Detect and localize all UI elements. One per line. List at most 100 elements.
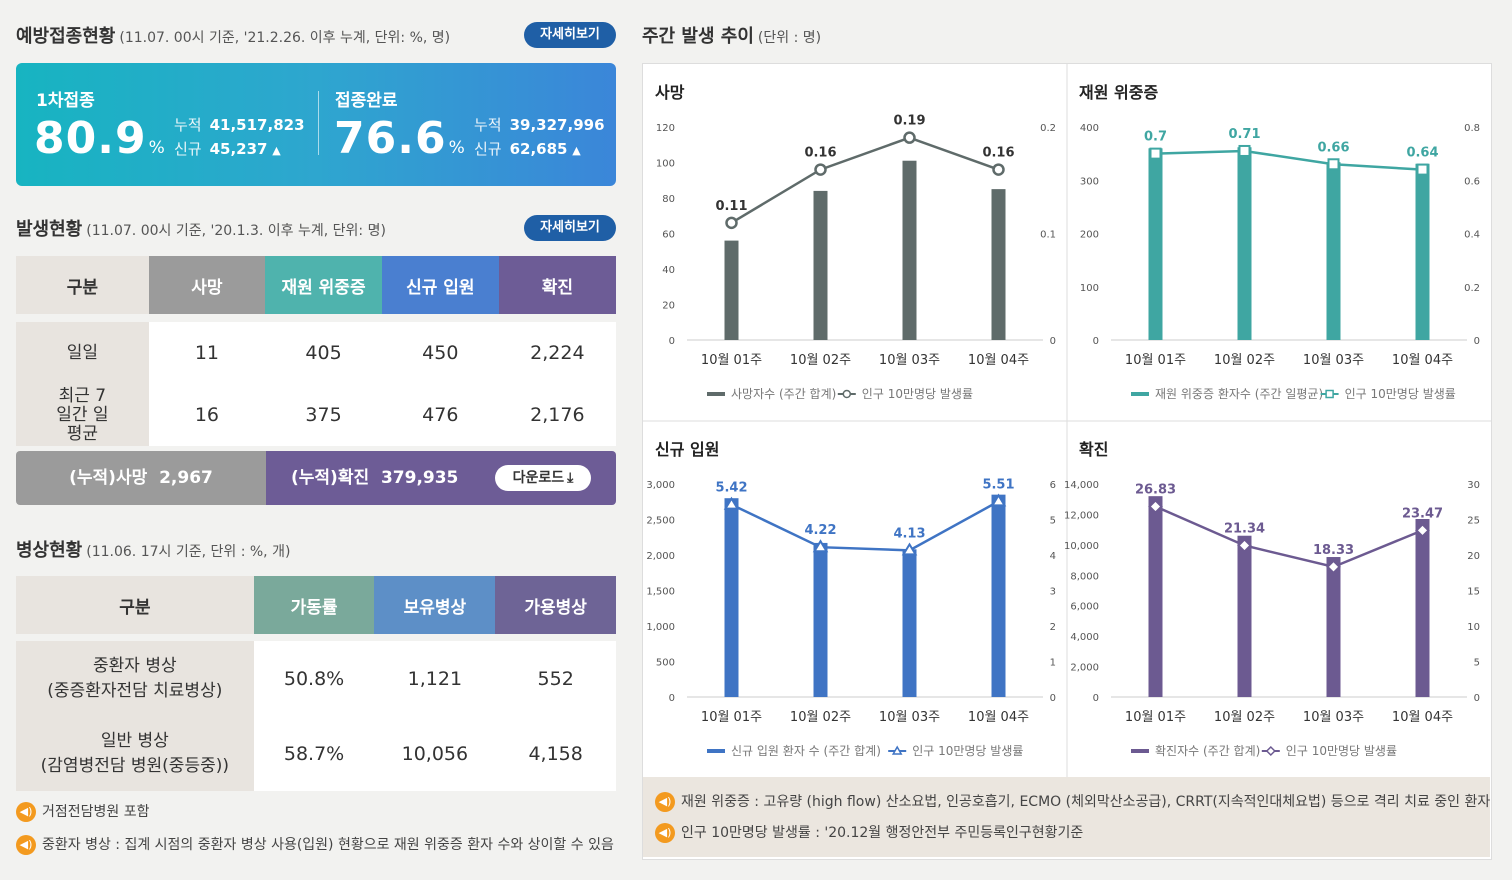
y-tick-label: 1,000	[646, 622, 675, 633]
y-tick-label: 3,000	[646, 480, 675, 491]
legend-label: 신규 입원 환자 수 (주간 합계)	[731, 744, 881, 758]
legend-bar-swatch	[1131, 392, 1149, 396]
chart-line	[1155, 149, 1423, 171]
data-label: 5.51	[982, 477, 1014, 492]
y-tick-label: 6,000	[1070, 602, 1099, 613]
chart-point	[1148, 499, 1163, 514]
chart-bar	[991, 494, 1006, 697]
y-tick-label: 0	[1093, 693, 1099, 704]
legend-label: 사망자수 (주간 합계)	[731, 387, 836, 401]
y2-tick-label: 2	[1050, 622, 1056, 633]
y2-tick-label: 0.8	[1464, 123, 1480, 134]
chart-bar	[1148, 148, 1163, 340]
y2-tick-label: 0	[1474, 336, 1480, 347]
table-cell: 1,121	[374, 641, 496, 717]
weekly-charts-panel: 사망 0 20 40 60 80 100 120 0 0.1 0.2 10월 01주 10월 02주 10…	[642, 63, 1492, 860]
chart-bar	[1148, 496, 1163, 697]
occurrence-table: 구분 사망 재원 위중증 신규 입원 확진 일일 11 405 450 2,22…	[16, 256, 616, 446]
data-label: 0.16	[982, 146, 1014, 161]
col-header-category: 구분	[16, 576, 254, 634]
y2-tick-label: 25	[1467, 516, 1480, 527]
chart-line	[730, 136, 999, 224]
chart-point	[1326, 559, 1341, 575]
col-header-available: 가용병상	[495, 576, 616, 634]
x-tick-label: 10월 03주	[1303, 353, 1364, 368]
y2-tick-label: 10	[1467, 622, 1480, 633]
x-tick-label: 10월 04주	[968, 710, 1029, 725]
chart-point	[725, 216, 738, 230]
col-header-owned: 보유병상	[374, 576, 496, 634]
table-cell: 2,176	[498, 384, 616, 446]
y2-tick-label: 0.1	[1040, 230, 1056, 241]
col-header-severe: 재원 위중증	[265, 256, 382, 314]
y-tick-label: 100	[656, 159, 675, 170]
chart-line	[1154, 505, 1423, 569]
chart-point	[1149, 147, 1162, 160]
complete-new: 신규 62,685 ▲	[474, 140, 581, 158]
chart-title: 사망	[655, 83, 685, 102]
table-row: 일반 병상 (감염병전담 병원(중등중)) 58.7% 10,056 4,158	[16, 717, 616, 791]
legend-marker	[891, 745, 903, 755]
row-label: 최근 7일간 일평균	[16, 384, 149, 446]
y2-tick-label: 0.4	[1464, 230, 1480, 241]
table-row: 최근 7일간 일평균 16 375 476 2,176	[16, 384, 616, 446]
x-tick-label: 10월 02주	[1214, 710, 1275, 725]
chart-point	[1237, 538, 1252, 553]
legend-marker	[1325, 389, 1334, 399]
occurrence-more-button[interactable]: 자세히보기	[524, 215, 616, 241]
download-button[interactable]: 다운로드 ⤓	[495, 465, 591, 491]
first-dose-cumulative: 누적 41,517,823	[174, 116, 305, 134]
x-tick-label: 10월 01주	[1125, 710, 1186, 725]
data-label: 0.11	[715, 199, 747, 214]
chart-bar	[1415, 163, 1430, 340]
cumulative-death: (누적)사망 2,967	[16, 451, 266, 505]
chart-bar	[1326, 557, 1341, 697]
y-tick-label: 400	[1080, 123, 1099, 134]
legend-label: 인구 10만명당 발생률	[1345, 387, 1456, 401]
chart-point	[814, 163, 827, 176]
table-row: 중환자 병상 (중증환자전담 치료병상) 50.8% 1,121 552	[16, 641, 616, 717]
weekly-notes: ◀) 재원 위중증 : 고유량 (high flow) 산소요법, 인공호흡기, …	[643, 777, 1490, 857]
beds-header-row: 구분 가동률 보유병상 가용병상	[16, 576, 616, 634]
x-tick-label: 10월 04주	[968, 353, 1029, 368]
legend-bar-swatch	[1131, 749, 1149, 753]
x-tick-label: 10월 04주	[1392, 353, 1453, 368]
chart-title: 확진	[1079, 440, 1108, 459]
chart-point	[990, 493, 1007, 507]
vaccination-more-button[interactable]: 자세히보기	[524, 22, 616, 48]
table-cell: 10,056	[374, 717, 496, 791]
chart-bar	[724, 240, 739, 340]
data-label: 5.42	[715, 481, 747, 496]
col-header-confirmed: 확진	[498, 256, 616, 314]
x-tick-label: 10월 03주	[879, 710, 940, 725]
y2-tick-label: 6	[1050, 480, 1056, 491]
y2-tick-label: 20	[1467, 551, 1480, 562]
occurrence-section-title: 발생현황 (11.07. 00시 기준, '20.1.3. 이후 누계, 단위: …	[16, 219, 386, 240]
weekly-note: ◀) 인구 10만명당 발생률 : '20.12월 행정안전부 주민등록인구현황기…	[655, 822, 1083, 843]
col-header-occupancy: 가동률	[253, 576, 375, 634]
beds-note: ◀) 중환자 병상 : 집계 시점의 중환자 병상 사용(입원) 현황으로 재원 …	[16, 834, 614, 855]
y-tick-label: 120	[656, 123, 675, 134]
download-icon: ⤓	[567, 470, 574, 486]
y2-tick-label: 5	[1050, 516, 1056, 527]
y-tick-label: 0	[1093, 336, 1099, 347]
table-cell: 450	[381, 322, 499, 384]
weekly-note: ◀) 재원 위중증 : 고유량 (high flow) 산소요법, 인공호흡기, …	[655, 791, 1490, 812]
y2-tick-label: 0	[1050, 336, 1056, 347]
table-cell: 2,224	[498, 322, 616, 384]
complete-cumulative: 누적 39,327,996	[474, 116, 605, 134]
beds-note: ◀) 거점전담병원 포함	[16, 801, 150, 822]
chart-bar	[724, 498, 739, 697]
table-cell: 16	[148, 384, 266, 446]
speaker-icon: ◀)	[655, 792, 675, 812]
table-cell: 552	[495, 641, 616, 717]
y2-tick-label: 15	[1467, 587, 1480, 598]
y-tick-label: 40	[662, 265, 675, 276]
x-tick-label: 10월 01주	[1125, 353, 1186, 368]
chart-point	[992, 163, 1005, 176]
row-label: 일반 병상 (감염병전담 병원(중등중))	[16, 717, 254, 791]
legend-bar-swatch	[707, 749, 725, 753]
legend-bar-swatch	[707, 392, 725, 396]
x-tick-label: 10월 03주	[879, 353, 940, 368]
